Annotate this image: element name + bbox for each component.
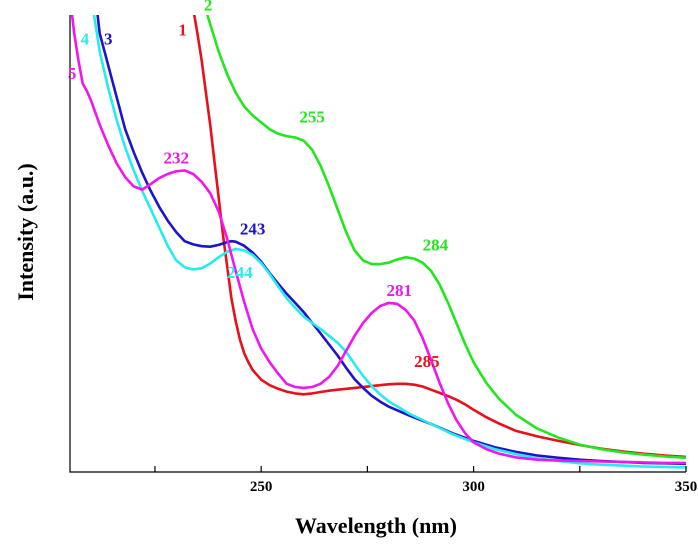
series-line-4 — [92, 15, 686, 469]
series-label-4: 4 — [81, 30, 90, 49]
peak-label-243: 243 — [240, 219, 266, 238]
x-axis-title: Wavelength (nm) — [295, 513, 457, 538]
x-tick-label: 300 — [462, 479, 485, 495]
series-line-5 — [70, 15, 686, 465]
peak-label-284: 284 — [423, 235, 449, 254]
y-axis-title: Intensity (a.u.) — [13, 163, 38, 301]
x-axis-tick-labels: 250 300 350 — [250, 479, 697, 495]
series-number-labels: 1 2 345 — [68, 0, 212, 83]
plot-frame-axes — [69, 15, 686, 473]
series-label-1: 1 — [178, 21, 187, 40]
spectra-lines — [70, 15, 686, 469]
series-line-3 — [96, 15, 686, 466]
series-line-2 — [206, 15, 686, 460]
x-tick-label: 250 — [250, 479, 273, 495]
peak-wavelength-labels: 255 284 232 243 244 281 285 — [163, 107, 448, 370]
peak-label-285: 285 — [414, 352, 440, 371]
peak-label-255: 255 — [299, 107, 325, 126]
peak-label-244: 244 — [227, 263, 253, 282]
x-tick-label: 350 — [675, 479, 698, 495]
peak-label-232: 232 — [163, 149, 189, 168]
series-line-1 — [192, 15, 686, 459]
peak-label-281: 281 — [386, 281, 412, 300]
series-label-5: 5 — [68, 64, 77, 83]
series-label-2: 2 — [204, 0, 213, 14]
x-axis-ticks — [154, 466, 687, 472]
series-label-3: 3 — [104, 30, 113, 49]
